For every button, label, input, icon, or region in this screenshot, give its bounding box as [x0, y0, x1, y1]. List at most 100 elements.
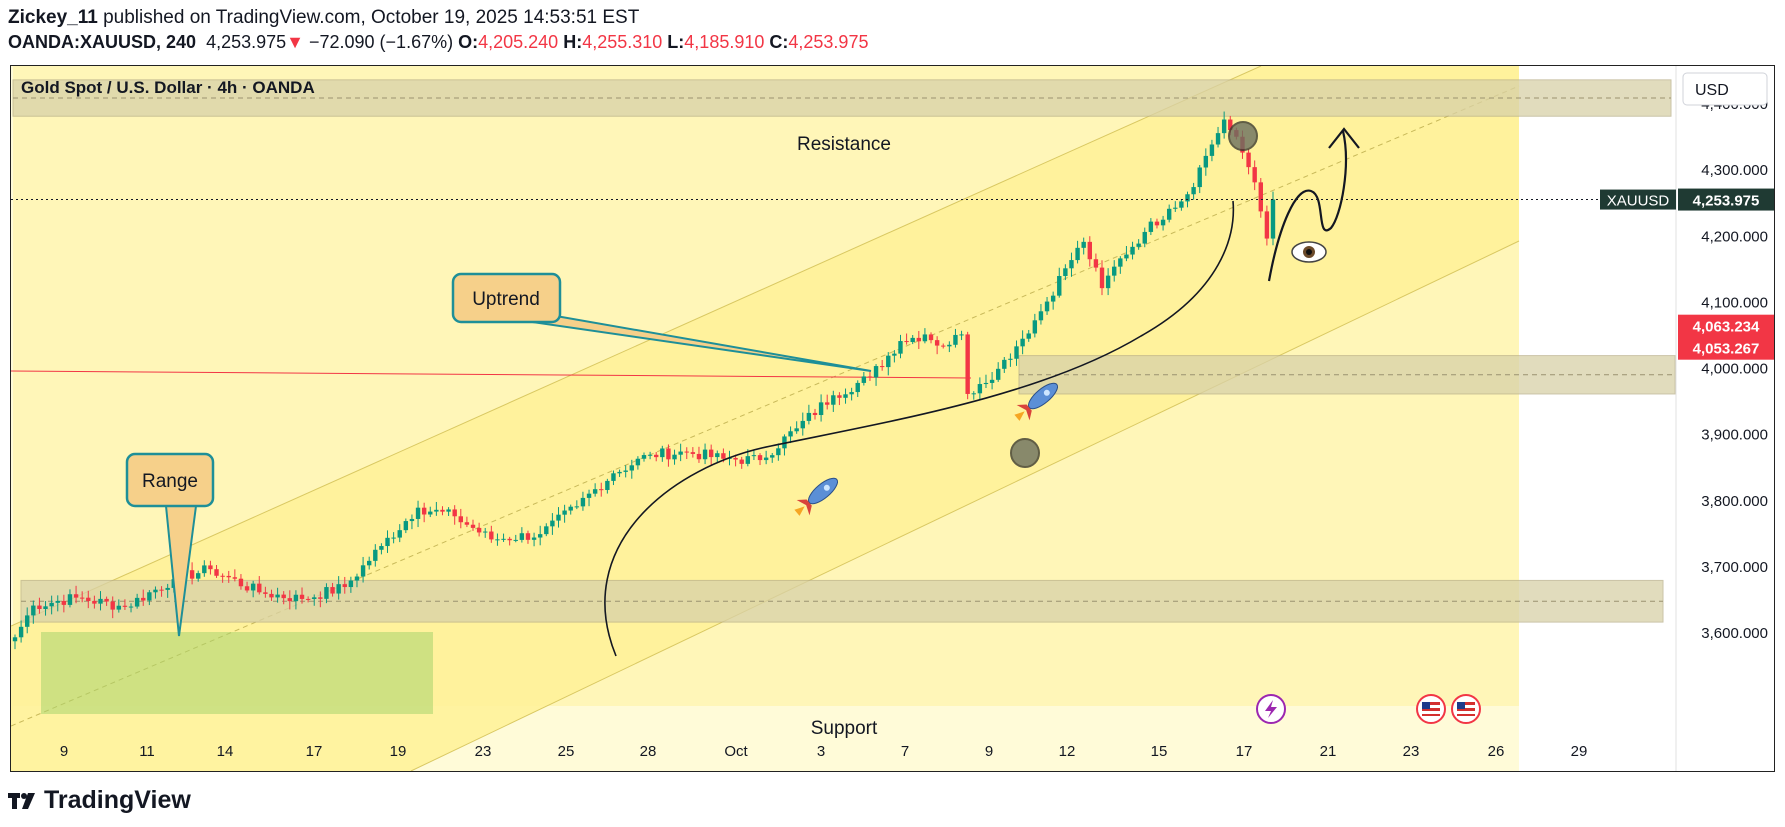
candle-body: [458, 516, 463, 523]
candle-body: [1264, 211, 1270, 239]
candle-body: [715, 453, 720, 458]
x-tick-label: 17: [1236, 743, 1253, 760]
symbol-price-tag: [1600, 189, 1676, 210]
candle-body: [672, 454, 677, 460]
candle-body: [196, 573, 201, 579]
candle-body: [904, 341, 909, 343]
candle-body: [1044, 301, 1050, 312]
candle-body: [1185, 194, 1190, 202]
range-callout[interactable]: [125, 452, 215, 508]
candle-body: [886, 355, 891, 368]
alert-price-tag: [1678, 314, 1774, 360]
candle-body: [519, 533, 525, 540]
x-tick-label: Oct: [724, 743, 748, 760]
x-tick-label: 28: [640, 743, 657, 760]
candle-body: [55, 600, 60, 603]
candle-body: [269, 593, 274, 598]
candle-body: [12, 637, 18, 642]
top-circle-marker: [1228, 121, 1258, 151]
candle-body: [849, 392, 854, 395]
candle-body: [660, 448, 665, 458]
candle-body: [513, 539, 518, 541]
candle-body: [18, 626, 24, 638]
candle-body: [989, 379, 995, 383]
y-tick-label: 3,700.000: [1701, 559, 1768, 576]
candle-body: [1246, 152, 1251, 168]
candle-body: [623, 470, 628, 472]
candle-body: [122, 605, 128, 607]
candle-body: [745, 456, 751, 464]
candle-body: [733, 457, 738, 460]
candle-body: [293, 594, 299, 602]
candle-body: [67, 594, 73, 605]
ohlc-line: OANDA:XAUUSD, 240 4,253.975▼ −72.090 (−1…: [8, 32, 868, 53]
uptrend-label: Uptrend: [472, 289, 540, 310]
support-label: Support: [811, 718, 878, 739]
candle-body: [147, 592, 152, 601]
x-tick-label: 23: [475, 743, 492, 760]
candle-body: [898, 341, 903, 354]
candle-body: [611, 473, 616, 481]
us-flag-event-icon-2[interactable]: [1451, 694, 1481, 724]
candle-body: [299, 594, 305, 599]
currency-button[interactable]: [1682, 72, 1768, 106]
price-chart[interactable]: 3,600.000 3,700.000 3,800.000 3,900.000 4,00…: [11, 66, 1774, 771]
range-box: [41, 632, 433, 714]
lightning-event-icon[interactable]: [1256, 694, 1286, 724]
x-tick-label: 23: [1403, 743, 1420, 760]
candle-body: [483, 531, 488, 533]
candle-body: [873, 366, 879, 378]
candle-body: [1124, 254, 1129, 259]
candle-body: [98, 598, 103, 604]
candle-body: [647, 454, 653, 456]
candle-body: [452, 509, 457, 517]
rocket-icon-2: [1014, 382, 1059, 421]
candle-body: [476, 527, 482, 533]
candle-body: [684, 451, 689, 453]
candle-body: [965, 334, 970, 394]
x-tick-label: 19: [390, 743, 407, 760]
footer-brand[interactable]: TradingView: [8, 786, 191, 815]
candle-body: [556, 514, 561, 521]
candle-body: [1215, 133, 1221, 145]
candle-body: [116, 605, 122, 610]
candle-body: [825, 402, 830, 405]
candle-body: [1118, 258, 1123, 267]
candle-body: [110, 601, 115, 610]
x-tick-label: 29: [1571, 743, 1588, 760]
x-tick-label: 14: [217, 743, 234, 760]
candle-body: [354, 576, 360, 581]
candle-body: [995, 368, 1001, 380]
candle-body: [403, 521, 409, 531]
candle-body: [751, 455, 757, 457]
candle-body: [574, 506, 580, 508]
tradingview-logo-icon: [8, 792, 35, 809]
candle-body: [1093, 259, 1099, 268]
candle-body: [562, 510, 567, 515]
last-value: 4,253.975: [206, 32, 287, 52]
candle-body: [189, 570, 195, 579]
projection-path: [1267, 130, 1347, 282]
candle-body: [128, 606, 134, 608]
symbol-line: OANDA:XAUUSD, 240: [8, 32, 197, 52]
chart-title: Gold Spot / U.S. Dollar · 4h · OANDA: [21, 78, 315, 97]
candle-body: [134, 597, 140, 607]
uptrend-callout[interactable]: [451, 272, 562, 324]
candle-body: [1112, 266, 1117, 276]
candle-body: [373, 549, 378, 561]
x-tick-label: 9: [60, 743, 68, 760]
price-scale[interactable]: [1676, 66, 1774, 771]
candle-body: [568, 506, 573, 511]
chart-frame[interactable]: 3,600.000 3,700.000 3,800.000 3,900.000 4,00…: [10, 65, 1775, 772]
candle-body: [226, 575, 231, 578]
candle-body: [599, 489, 604, 491]
author-name[interactable]: Zickey_11: [8, 7, 98, 28]
parabolic-curve: [604, 200, 1235, 657]
us-flag-event-icon[interactable]: [1416, 694, 1446, 724]
x-tick-label: 17: [306, 743, 323, 760]
candle-body: [312, 597, 317, 600]
candle-body: [550, 520, 555, 527]
candle-body: [159, 589, 164, 591]
candle-body: [1197, 167, 1202, 188]
candle-body: [220, 575, 225, 577]
